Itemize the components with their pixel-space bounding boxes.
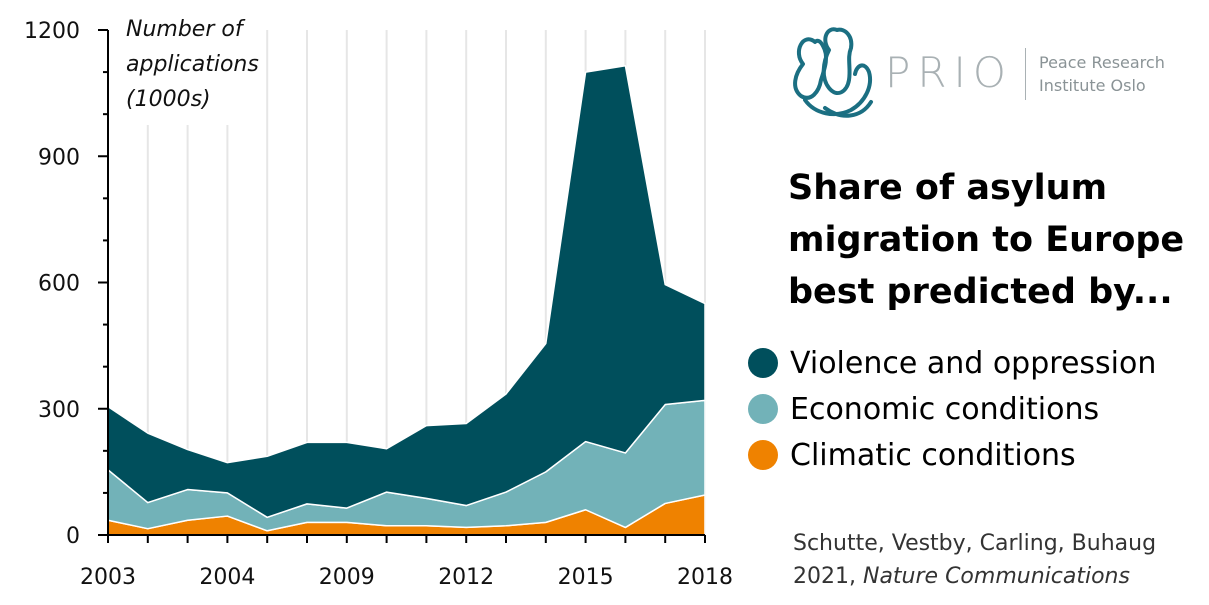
chart-axes: 0 300 600 900 1200 2003 2004 2009 2012 2015 2018	[24, 19, 733, 590]
citation: Schutte, Vestby, Carling, Buhaug 2021, N…	[793, 527, 1156, 593]
title-line-1: Share of asylum	[788, 168, 1108, 208]
logo-separator	[1025, 48, 1026, 100]
legend-item-climatic: Climatic conditions	[748, 432, 1156, 478]
legend-label-climatic: Climatic conditions	[790, 437, 1076, 473]
logo-subtitle-line2: Institute Oslo	[1039, 76, 1146, 95]
logo-wordmark: PRIO	[885, 48, 1013, 97]
x-tick-label: 2009	[319, 565, 375, 590]
x-tick-label: 2018	[677, 565, 733, 590]
x-tick-label: 2015	[558, 565, 614, 590]
x-tick-label: 2012	[438, 565, 494, 590]
y-tick-label: 0	[66, 524, 80, 549]
y-tick-label: 300	[38, 398, 80, 423]
x-tick-label: 2003	[80, 565, 136, 590]
y-tick-label: 900	[38, 145, 80, 170]
legend-swatch-violence	[748, 348, 778, 378]
chart-legend: Violence and oppression Economic conditi…	[748, 340, 1156, 478]
legend-label-violence: Violence and oppression	[790, 345, 1157, 381]
title-line-3: best predicted by...	[788, 272, 1173, 312]
legend-swatch-economic	[748, 394, 778, 424]
citation-year-journal: 2021, Nature Communications	[793, 560, 1156, 593]
legend-item-violence: Violence and oppression	[748, 340, 1156, 386]
legend-item-economic: Economic conditions	[748, 386, 1156, 432]
y-tick-label: 1200	[24, 19, 80, 44]
x-tick-label: 2004	[199, 565, 255, 590]
y-axis-label-line: applications	[126, 52, 259, 77]
title-line-2: migration to Europe	[788, 220, 1185, 260]
citation-year: 2021,	[793, 564, 863, 589]
logo-subtitle-line1: Peace Research	[1039, 53, 1165, 72]
y-tick-label: 600	[38, 272, 80, 297]
citation-authors: Schutte, Vestby, Carling, Buhaug	[793, 531, 1157, 556]
chart-title: Share of asylum migration to Europe best…	[788, 162, 1198, 318]
area-series-violence	[107, 65, 706, 519]
area-chart: 0 300 600 900 1200 2003 2004 2009 2012 2015 2018 N…	[24, 17, 733, 590]
y-axis-label: Number of applications (1000s)	[126, 17, 259, 112]
citation-journal: Nature Communications	[862, 564, 1130, 589]
y-axis-label-line: (1000s)	[126, 87, 211, 112]
chart-areas	[107, 65, 706, 536]
y-axis-label-line: Number of	[126, 17, 246, 42]
prio-figures-icon	[793, 27, 873, 118]
legend-swatch-climatic	[748, 440, 778, 470]
legend-label-economic: Economic conditions	[790, 391, 1100, 427]
prio-logo: PRIO Peace Research Institute Oslo	[785, 22, 1185, 127]
